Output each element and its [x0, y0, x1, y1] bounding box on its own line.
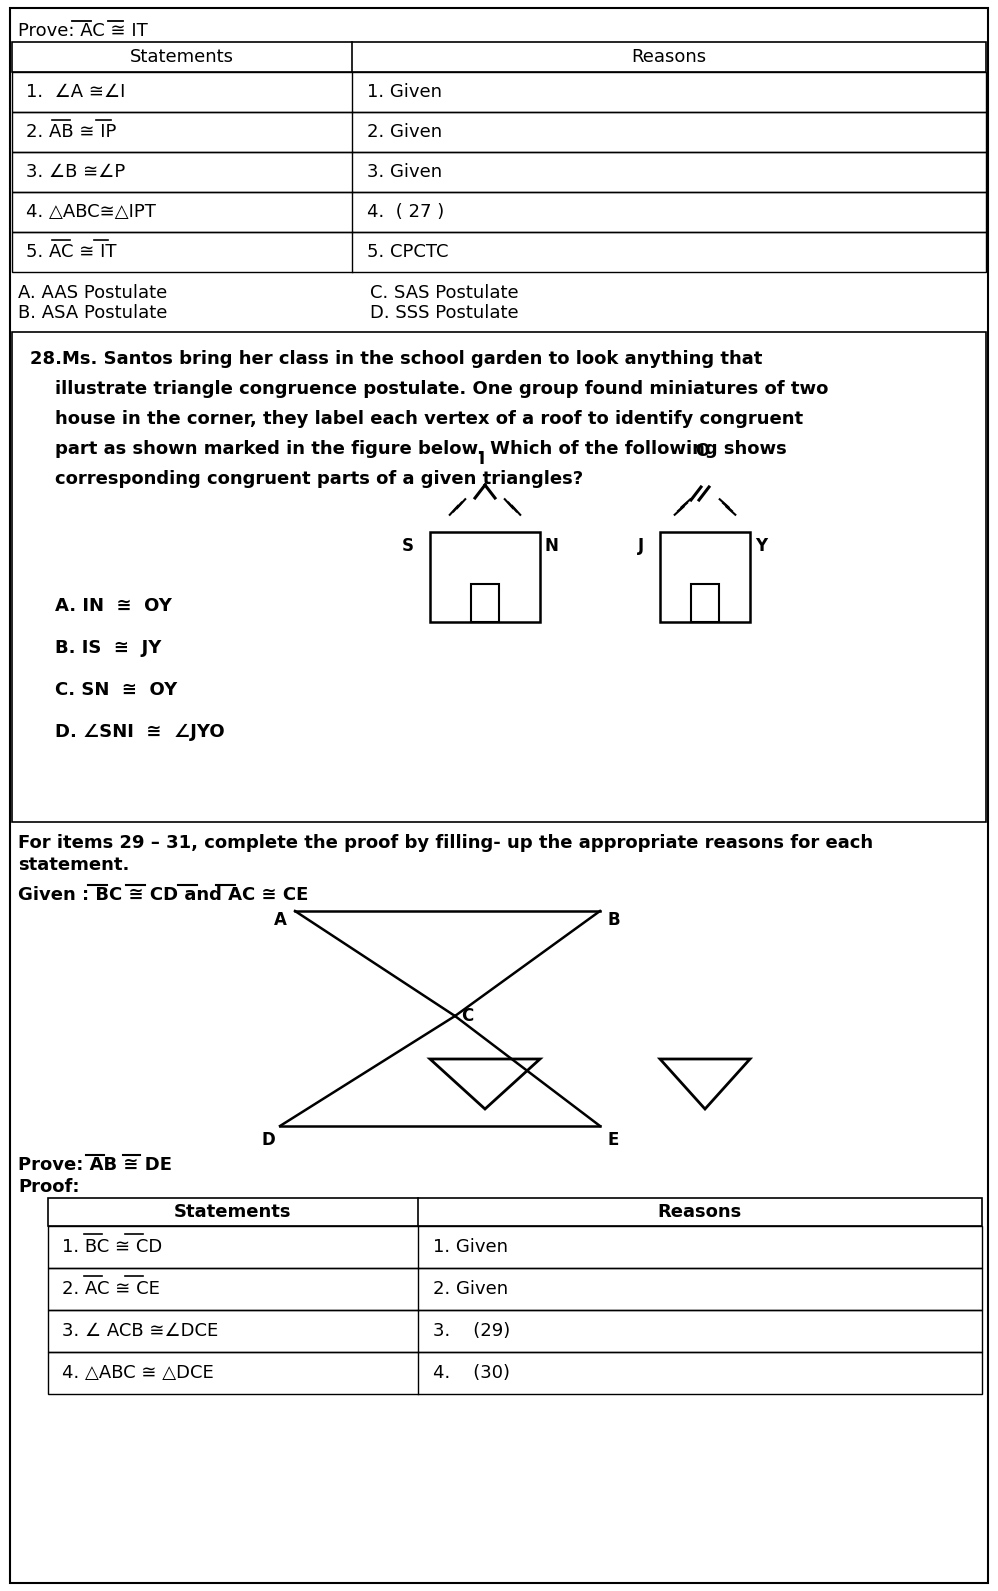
- Bar: [48, 1227, 982, 1268]
- Text: C: C: [461, 1007, 473, 1025]
- Text: 4. △ABC≅△IPT: 4. △ABC≅△IPT: [26, 204, 156, 221]
- Text: 4. △ABC ≅ △DCE: 4. △ABC ≅ △DCE: [62, 1363, 214, 1383]
- Text: Statements: Statements: [130, 48, 234, 65]
- Text: Statements: Statements: [175, 1203, 291, 1220]
- Text: D: D: [261, 1131, 275, 1149]
- Text: I: I: [479, 450, 485, 468]
- Text: 3. Given: 3. Given: [367, 162, 442, 181]
- Text: C. SN  ≅  OY: C. SN ≅ OY: [55, 681, 178, 698]
- Bar: [48, 1268, 982, 1309]
- Text: N: N: [545, 538, 559, 555]
- Text: E: E: [608, 1131, 620, 1149]
- Text: statement.: statement.: [18, 856, 130, 873]
- Text: 3.    (29): 3. (29): [433, 1322, 510, 1340]
- Text: C. SAS Postulate: C. SAS Postulate: [370, 285, 519, 302]
- Text: 2. Given: 2. Given: [367, 123, 442, 142]
- Text: Prove: AB ≅ DE: Prove: AB ≅ DE: [18, 1157, 172, 1174]
- Text: 1. Given: 1. Given: [367, 83, 442, 100]
- Text: B: B: [608, 912, 621, 929]
- Text: 4.    (30): 4. (30): [433, 1363, 510, 1383]
- Text: B. IS  ≅  JY: B. IS ≅ JY: [55, 640, 162, 657]
- Text: part as shown marked in the figure below. Which of the following shows: part as shown marked in the figure below…: [30, 441, 786, 458]
- Text: 5. AC ≅ IT: 5. AC ≅ IT: [26, 243, 117, 261]
- Text: J: J: [638, 538, 644, 555]
- Bar: [12, 153, 986, 193]
- Bar: [48, 1352, 982, 1394]
- Text: 2. Given: 2. Given: [433, 1281, 508, 1298]
- Text: 1. BC ≅ CD: 1. BC ≅ CD: [62, 1238, 163, 1255]
- Bar: [430, 531, 540, 622]
- Text: 5. CPCTC: 5. CPCTC: [367, 243, 448, 261]
- Text: illustrate triangle congruence postulate. One group found miniatures of two: illustrate triangle congruence postulate…: [30, 380, 828, 398]
- Text: 4.  ( 27 ): 4. ( 27 ): [367, 204, 444, 221]
- Bar: [48, 1198, 982, 1227]
- Text: A. IN  ≅  OY: A. IN ≅ OY: [55, 597, 172, 616]
- Bar: [471, 584, 499, 622]
- Text: 2. AB ≅ IP: 2. AB ≅ IP: [26, 123, 117, 142]
- Text: 2. AC ≅ CE: 2. AC ≅ CE: [62, 1281, 160, 1298]
- Bar: [12, 72, 986, 111]
- Text: Proof:: Proof:: [18, 1177, 80, 1196]
- Text: S: S: [402, 538, 414, 555]
- Text: Reasons: Reasons: [632, 48, 707, 65]
- Text: For items 29 – 31, complete the proof by filling- up the appropriate reasons for: For items 29 – 31, complete the proof by…: [18, 834, 873, 853]
- Text: Y: Y: [755, 538, 767, 555]
- Text: Prove: AC ≅ IT: Prove: AC ≅ IT: [18, 22, 148, 40]
- Text: D. SSS Postulate: D. SSS Postulate: [370, 304, 519, 321]
- Text: A: A: [274, 912, 287, 929]
- Text: 1.  ∠A ≅∠I: 1. ∠A ≅∠I: [26, 83, 126, 100]
- Text: 1. Given: 1. Given: [433, 1238, 508, 1255]
- Text: 28.Ms. Santos bring her class in the school garden to look anything that: 28.Ms. Santos bring her class in the sch…: [30, 350, 762, 368]
- Bar: [48, 1309, 982, 1352]
- Bar: [12, 111, 986, 153]
- Text: Reasons: Reasons: [658, 1203, 743, 1220]
- Bar: [12, 41, 986, 72]
- Text: 3. ∠B ≅∠P: 3. ∠B ≅∠P: [26, 162, 126, 181]
- Bar: [12, 333, 986, 823]
- Text: house in the corner, they label each vertex of a roof to identify congruent: house in the corner, they label each ver…: [30, 410, 803, 428]
- Bar: [12, 232, 986, 272]
- Text: O: O: [695, 442, 710, 460]
- Text: B. ASA Postulate: B. ASA Postulate: [18, 304, 168, 321]
- Bar: [660, 531, 750, 622]
- Text: A. AAS Postulate: A. AAS Postulate: [18, 285, 168, 302]
- Text: 3. ∠ ACB ≅∠DCE: 3. ∠ ACB ≅∠DCE: [62, 1322, 219, 1340]
- Bar: [691, 584, 719, 622]
- Text: corresponding congruent parts of a given triangles?: corresponding congruent parts of a given…: [30, 469, 583, 488]
- Bar: [12, 193, 986, 232]
- Text: D. ∠SNI  ≅  ∠JYO: D. ∠SNI ≅ ∠JYO: [55, 722, 225, 741]
- Text: Given : BC ≅ CD and AC ≅ CE: Given : BC ≅ CD and AC ≅ CE: [18, 886, 308, 904]
